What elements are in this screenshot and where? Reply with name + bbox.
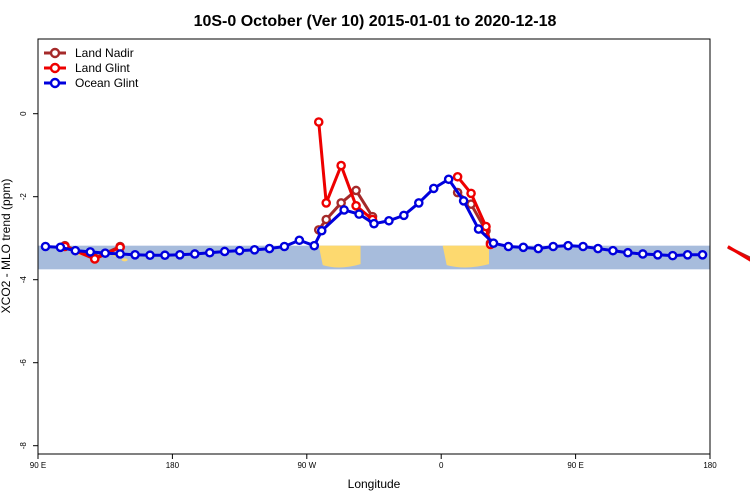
data-point — [89, 254, 100, 264]
data-point — [85, 247, 96, 257]
land-mass — [318, 245, 361, 268]
island — [121, 258, 128, 262]
legend-marker — [49, 77, 61, 89]
data-point — [219, 246, 230, 257]
data-point — [175, 249, 185, 260]
x-axis-label: Longitude — [348, 477, 401, 491]
data-point — [466, 188, 476, 199]
data-point — [623, 247, 633, 258]
data-point — [608, 245, 618, 256]
x-tick-label: 90 E — [30, 461, 46, 470]
data-point — [249, 245, 260, 255]
x-tick-label: 0 — [439, 461, 444, 470]
x-tick-label: 180 — [166, 461, 180, 470]
data-point — [336, 160, 346, 171]
data-point — [55, 242, 66, 253]
data-point — [399, 210, 409, 221]
y-axis-label: XCO2 - MLO trend (ppm) — [0, 179, 13, 314]
plot-frame — [37, 38, 711, 455]
x-tick-label: 180 — [703, 461, 717, 470]
legend-entry: Land Glint — [75, 61, 130, 75]
data-point — [316, 225, 327, 236]
data-point — [428, 183, 439, 194]
data-point — [697, 249, 708, 260]
legend-marker — [49, 47, 61, 59]
data-point — [682, 249, 693, 260]
data-point — [443, 174, 454, 185]
legend-marker — [49, 62, 61, 74]
data-point — [458, 196, 469, 206]
series-line — [456, 175, 492, 245]
data-point — [339, 205, 349, 215]
data-point — [313, 117, 324, 127]
data-point — [100, 248, 110, 258]
data-point — [503, 241, 514, 252]
data-point — [481, 221, 491, 232]
data-point — [264, 243, 275, 254]
series-ocean-glint — [40, 174, 708, 261]
data-point — [369, 218, 379, 229]
data-point — [189, 249, 200, 259]
y-axis-ticks: 0 -2 -4 -6 -8 — [19, 111, 38, 449]
data-point — [309, 240, 320, 251]
land-mass — [442, 245, 489, 268]
data-point — [533, 243, 544, 254]
data-point — [488, 238, 499, 248]
data-point — [563, 240, 573, 251]
legend-entry: Land Nadir — [75, 46, 134, 60]
series-layer — [40, 117, 750, 264]
y-tick-label: -2 — [19, 193, 28, 201]
y-tick-label: -4 — [19, 276, 28, 284]
y-tick-label: -8 — [19, 442, 28, 450]
data-point — [115, 249, 125, 259]
data-point — [413, 198, 424, 208]
data-point — [452, 171, 463, 182]
legend-entry: Ocean Glint — [75, 76, 139, 90]
chart-title: 10S-0 October (Ver 10) 2015-01-01 to 202… — [194, 13, 557, 30]
data-point — [667, 250, 678, 261]
data-point — [638, 249, 648, 259]
data-point — [279, 241, 290, 252]
data-point — [160, 250, 170, 261]
y-tick-label: 0 — [19, 111, 28, 116]
data-point — [294, 235, 305, 246]
data-point — [578, 241, 588, 252]
data-point — [384, 215, 394, 226]
data-point — [351, 201, 361, 211]
data-point — [70, 245, 81, 256]
series-line — [727, 245, 750, 262]
x-axis-ticks: 90 E 180 90 W 0 90 E 180 — [30, 454, 717, 470]
data-point — [204, 247, 215, 258]
x-tick-label: 90 E — [567, 461, 583, 470]
data-point — [473, 224, 484, 234]
data-point — [518, 242, 529, 253]
data-point — [321, 214, 332, 225]
data-point — [593, 243, 603, 254]
y-tick-label: -6 — [19, 359, 28, 367]
data-point — [652, 249, 663, 260]
data-point — [351, 185, 361, 196]
series-land-glint — [60, 117, 750, 264]
data-point — [354, 209, 364, 219]
data-point — [130, 249, 140, 260]
data-point — [548, 241, 559, 252]
data-point — [321, 198, 332, 208]
x-tick-label: 90 W — [297, 461, 316, 470]
data-point — [234, 245, 245, 256]
data-point — [40, 241, 51, 252]
data-point — [145, 250, 155, 261]
